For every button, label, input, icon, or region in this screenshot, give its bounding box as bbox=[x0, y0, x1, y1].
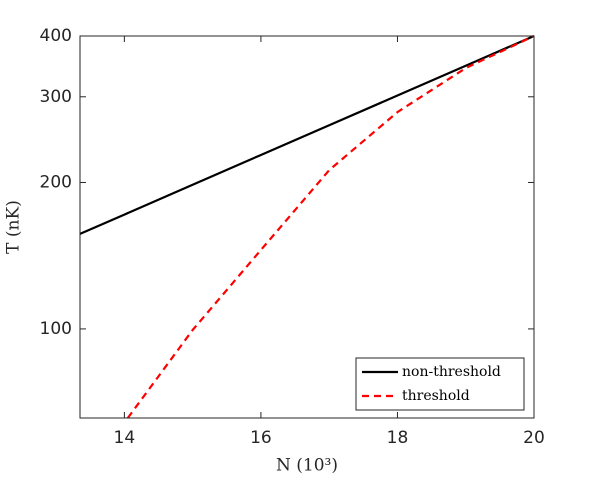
y-tick-label: 300 bbox=[40, 87, 72, 107]
legend-label: threshold bbox=[402, 388, 470, 404]
x-tick-label: 14 bbox=[114, 428, 136, 448]
legend-box bbox=[355, 357, 525, 411]
y-axis-label: T (nK) bbox=[4, 200, 24, 254]
axes-box bbox=[79, 35, 535, 419]
y-tick-label: 200 bbox=[40, 172, 72, 192]
series-line bbox=[126, 35, 535, 419]
y-tick-label: 400 bbox=[40, 26, 72, 46]
x-tick-label: 18 bbox=[387, 428, 409, 448]
y-tick-label: 100 bbox=[40, 319, 72, 339]
x-tick-label: 20 bbox=[523, 428, 545, 448]
x-tick-label: 16 bbox=[250, 428, 272, 448]
legend-label: non-threshold bbox=[402, 364, 501, 380]
x-axis-label: N (10³) bbox=[276, 456, 338, 476]
series-line bbox=[79, 34, 535, 235]
plot-area bbox=[80, 36, 534, 418]
